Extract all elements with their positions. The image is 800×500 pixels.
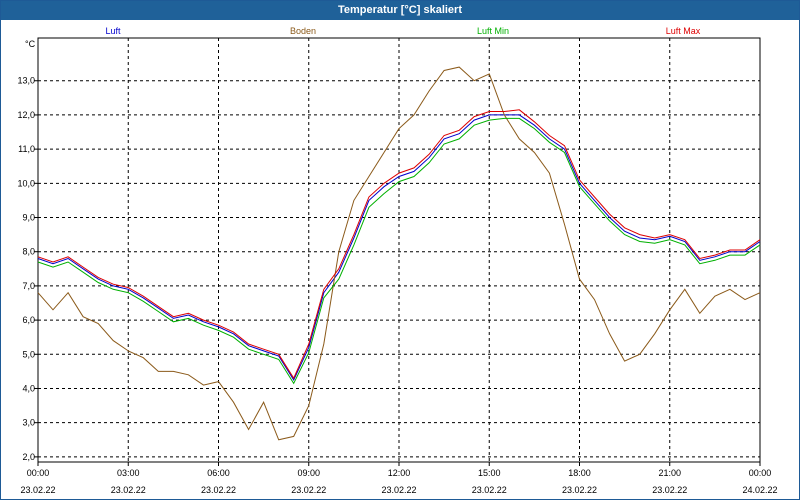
series-line-luft [37, 114, 761, 381]
x-tick-time: 09:00 [297, 468, 320, 478]
series-line-luft-max [37, 109, 761, 380]
x-tick-labels: 00:00 23.02.22 03:00 23.02.22 06:00 23.02.22 0… [20, 468, 777, 495]
x-tick-date: 23.02.22 [291, 485, 326, 495]
x-tick-time: 15:00 [478, 468, 501, 478]
x-tick-date: 23.02.22 [20, 485, 55, 495]
x-tick-date: 23.02.22 [562, 485, 597, 495]
series-line-boden [37, 66, 761, 441]
y-tick-label: 5,0 [22, 349, 35, 359]
y-tick-label: 3,0 [22, 418, 35, 428]
x-tick-date: 23.02.22 [472, 485, 507, 495]
y-tick-label: 2,0 [22, 452, 35, 462]
series-layer [37, 66, 761, 441]
y-tick-labels: 2,0 3,0 4,0 5,0 6,0 7,0 8,0 9,0 10,0 11,0 12,0 13,0 [17, 76, 35, 462]
x-tick-date: 23.02.22 [381, 485, 416, 495]
y-tick-label: 8,0 [22, 247, 35, 257]
x-tick-date: 23.02.22 [111, 485, 146, 495]
y-tick-label: 4,0 [22, 383, 35, 393]
x-tick-date: 23.02.22 [652, 485, 687, 495]
legend-entry: Luft [105, 26, 121, 36]
x-tick-time: 12:00 [388, 468, 411, 478]
x-tick-time: 21:00 [658, 468, 681, 478]
plot-border [37, 37, 761, 463]
axes-layer [34, 37, 761, 466]
y-tick-label: 7,0 [22, 281, 35, 291]
x-tick-date: 24.02.22 [742, 485, 777, 495]
y-tick-label: 10,0 [17, 178, 35, 188]
legend-entry: Boden [290, 26, 316, 36]
y-tick-label: 6,0 [22, 315, 35, 325]
legend: Luft Boden Luft Min Luft Max [105, 26, 700, 36]
x-tick-time: 00:00 [749, 468, 772, 478]
y-tick-label: 12,0 [17, 110, 35, 120]
legend-entry: Luft Max [666, 26, 701, 36]
chart-title: Temperatur [°C] skaliert [1, 1, 799, 20]
legend-entry: Luft Min [477, 26, 509, 36]
x-tick-time: 06:00 [207, 468, 230, 478]
x-tick-date: 23.02.22 [201, 485, 236, 495]
x-tick-time: 18:00 [568, 468, 591, 478]
y-tick-label: 9,0 [22, 213, 35, 223]
grid-layer [38, 38, 760, 462]
y-tick-label: 13,0 [17, 76, 35, 86]
series-line-luft-min [37, 117, 761, 385]
x-tick-time: 00:00 [27, 468, 50, 478]
y-tick-label: 11,0 [18, 144, 35, 154]
y-axis-unit: °C [25, 39, 36, 49]
x-tick-time: 03:00 [117, 468, 140, 478]
